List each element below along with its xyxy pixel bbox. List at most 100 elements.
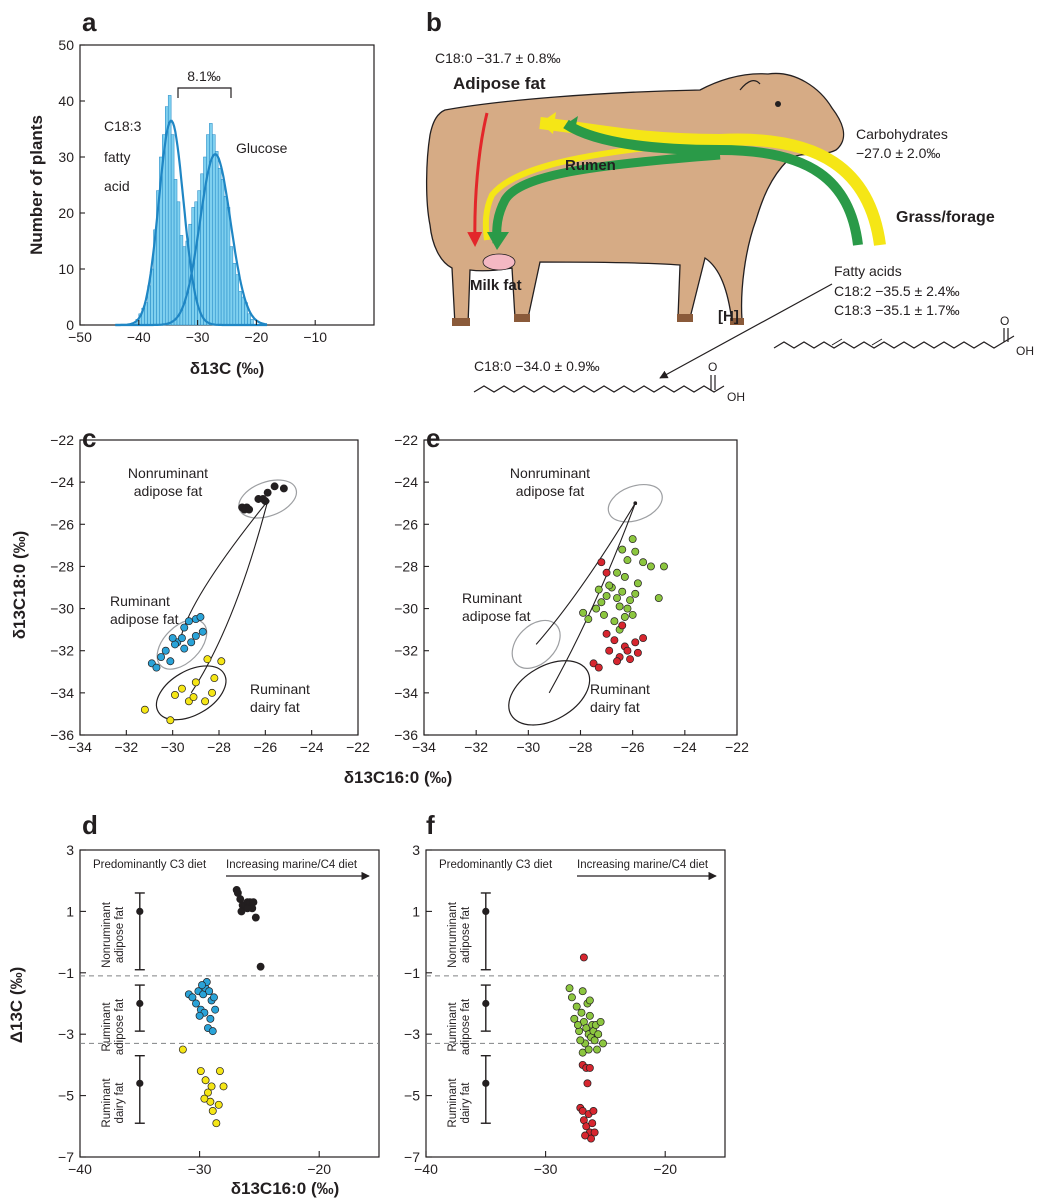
yellow-data-point bbox=[219, 1082, 228, 1091]
mixing-curve bbox=[548, 503, 636, 694]
y-tick-label: −24 bbox=[394, 474, 418, 490]
black-data-point bbox=[245, 505, 254, 514]
x-tick-label: −20 bbox=[653, 1161, 677, 1177]
green-data-point bbox=[590, 1036, 599, 1045]
y-tick-label: −1 bbox=[404, 965, 420, 981]
panel-c-ylabel: δ13C18:0 (‰) bbox=[10, 531, 29, 640]
linoleic-chain-structure bbox=[773, 335, 1015, 349]
green-data-point bbox=[623, 604, 632, 613]
red-data-point bbox=[618, 621, 627, 630]
cow-hoof bbox=[514, 314, 530, 322]
c182-value: C18:2 −35.5 ± 2.4‰ bbox=[834, 283, 960, 299]
panel-d-ylabel: Δ13C (‰) bbox=[7, 967, 26, 1043]
panel-e-ellipses bbox=[508, 483, 663, 726]
green-data-point bbox=[565, 984, 574, 993]
structure-oh-2: OH bbox=[727, 390, 745, 404]
red-data-point bbox=[633, 648, 642, 657]
panel-b-cow-diagram: C18:0 −31.7 ± 0.8‰ Adipose fat Rumen Mil… bbox=[425, 50, 1034, 404]
panel-letter-f: f bbox=[426, 810, 435, 840]
y-tick-label: −32 bbox=[50, 643, 74, 659]
yellow-data-point bbox=[215, 1067, 224, 1075]
y-tick-label: −30 bbox=[50, 601, 74, 617]
panel-f-nonruminant-label: Nonruminantadipose fat bbox=[447, 901, 472, 968]
black-data-point bbox=[261, 497, 270, 506]
black-data-point bbox=[256, 962, 265, 971]
histogram-bar bbox=[182, 246, 187, 326]
x-tick-label: −30 bbox=[516, 739, 540, 755]
y-tick-label: −3 bbox=[58, 1026, 74, 1042]
panel-e-ruminant-adipose-2: adipose fat bbox=[462, 608, 531, 624]
fatty-acids-label: Fatty acids bbox=[834, 263, 902, 279]
yellow-data-point bbox=[201, 697, 210, 706]
group-ellipse bbox=[155, 665, 227, 721]
reference-mean-point bbox=[482, 907, 490, 916]
green-data-point bbox=[602, 591, 611, 600]
histogram-bar bbox=[223, 195, 228, 326]
panel-d-nonruminant-label: Nonruminantadipose fat bbox=[101, 901, 126, 968]
green-data-point bbox=[615, 602, 624, 611]
panel-e-points bbox=[579, 535, 668, 672]
green-data-point bbox=[628, 610, 637, 619]
x-tick-label: −22 bbox=[725, 739, 749, 755]
histogram-bar bbox=[206, 134, 210, 326]
green-arrowhead bbox=[566, 116, 578, 134]
yellow-data-point bbox=[203, 655, 212, 664]
x-tick-label: −26 bbox=[253, 739, 277, 755]
h-label: [H] bbox=[718, 308, 739, 325]
cow-hoof bbox=[677, 314, 693, 322]
x-tick-label: −24 bbox=[673, 739, 697, 755]
panel-letter-a: a bbox=[82, 7, 97, 37]
red-data-point bbox=[613, 657, 621, 666]
histogram-bar bbox=[238, 291, 242, 326]
x-tick-label: −34 bbox=[412, 739, 436, 755]
histogram-bar bbox=[235, 274, 240, 326]
blue-data-point bbox=[198, 981, 206, 990]
panel-c-scatter: −34 −32 −30 −28 −26 −24 −22−36−34−32−30−28−26−… bbox=[10, 432, 452, 787]
green-data-point bbox=[600, 610, 608, 619]
panel-d-group-labels: Nonruminantadipose fat Ruminantadipose f… bbox=[101, 901, 126, 1127]
panel-f-frame bbox=[425, 849, 726, 1158]
y-tick-label: 40 bbox=[58, 93, 74, 109]
green-data-point bbox=[570, 1014, 579, 1023]
blue-data-point bbox=[205, 987, 214, 996]
y-tick-label: −26 bbox=[394, 516, 418, 532]
green-data-point bbox=[572, 1002, 581, 1011]
green-data-point bbox=[631, 589, 640, 598]
green-arrowhead-milk bbox=[487, 232, 509, 250]
group-ellipse bbox=[508, 660, 591, 726]
histogram-bar bbox=[241, 296, 245, 326]
group-ellipse bbox=[607, 483, 663, 523]
panel-letter-e: e bbox=[426, 423, 440, 453]
histogram-bar bbox=[209, 123, 213, 326]
red-data-point bbox=[602, 568, 611, 577]
rumen-label: Rumen bbox=[565, 157, 616, 174]
y-tick-label: 3 bbox=[66, 842, 74, 858]
y-tick-label: −3 bbox=[404, 1026, 420, 1042]
blue-data-point bbox=[166, 657, 175, 666]
adipose-value: C18:0 −31.7 ± 0.8‰ bbox=[435, 50, 561, 66]
grass-label: Grass/forage bbox=[896, 209, 995, 226]
green-data-point bbox=[613, 568, 621, 577]
y-tick-label: 3 bbox=[412, 842, 420, 858]
green-data-point bbox=[599, 1039, 607, 1048]
panel-a-bracket-label: 8.1‰ bbox=[187, 68, 220, 84]
x-tick-label: −30 bbox=[186, 329, 210, 345]
x-tick-label: −30 bbox=[161, 739, 185, 755]
black-data-point bbox=[279, 484, 288, 493]
blue-data-point bbox=[192, 999, 200, 1008]
panel-f-ruminant-dairy-label: Ruminantdairy fat bbox=[447, 1078, 472, 1128]
green-data-point bbox=[579, 608, 588, 617]
reference-mean-point bbox=[136, 999, 144, 1008]
green-data-point bbox=[610, 617, 619, 626]
panel-c-ruminant-adipose-1: Ruminant bbox=[110, 593, 170, 609]
adipose-label: Adipose fat bbox=[453, 74, 546, 93]
panel-f-ruminant-adipose-label: Ruminantadipose fat bbox=[447, 998, 472, 1055]
panel-e-ruminant-dairy-1: Ruminant bbox=[590, 681, 650, 697]
y-tick-label: −5 bbox=[404, 1088, 420, 1104]
x-tick-label: −30 bbox=[534, 1161, 558, 1177]
x-tick-label: −20 bbox=[307, 1161, 331, 1177]
yellow-data-point bbox=[201, 1076, 210, 1085]
y-tick-label: −7 bbox=[58, 1149, 74, 1165]
panel-a-fatty-label: fatty bbox=[104, 149, 130, 165]
yellow-data-point bbox=[207, 1082, 216, 1091]
